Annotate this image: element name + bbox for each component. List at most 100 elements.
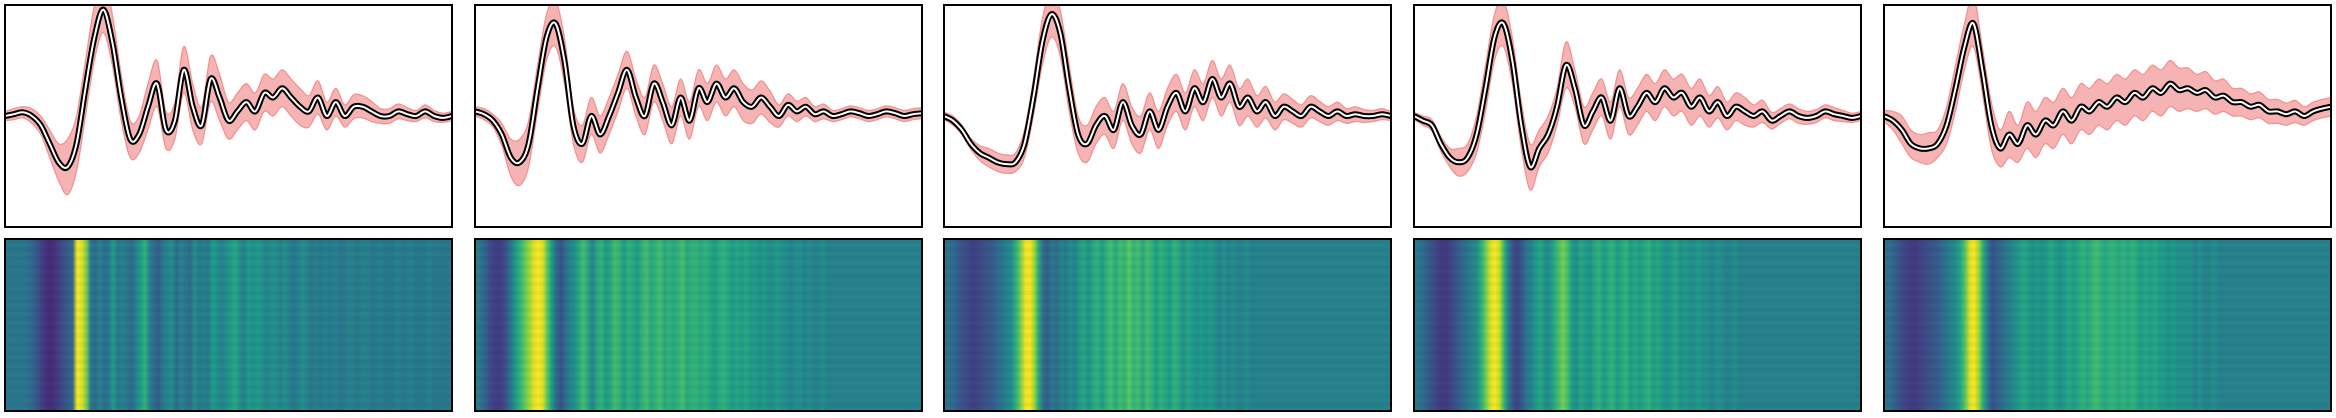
heatmap-row-shade — [1884, 256, 2331, 261]
heatmap-row-shade — [944, 273, 1391, 278]
uncertainty-band — [1414, 5, 1861, 191]
heatmap-row-shade — [1884, 239, 2331, 244]
heatmap-row-shade — [1884, 325, 2331, 330]
heatmap-row-shade — [1884, 282, 2331, 287]
heatmap-row-shade — [5, 333, 452, 338]
heatmap-row-shade — [5, 316, 452, 321]
heatmap-row-shade — [475, 290, 922, 295]
heatmap-row-shade — [944, 385, 1391, 390]
heatmap-row-shade — [5, 393, 452, 399]
panel-frame — [1883, 4, 2332, 228]
heatmap-row-shade — [1414, 307, 1861, 313]
heatmap-row-shade — [5, 299, 452, 304]
heatmap-row-shade — [1884, 273, 2331, 278]
heatmap-row-shade — [1884, 385, 2331, 390]
heatmap-row-shade — [475, 282, 922, 287]
heatmap-row-shade — [1414, 368, 1861, 373]
heatmap-row-shade — [1414, 247, 1861, 252]
heatmap-row-shade — [5, 350, 452, 356]
heatmap-row-shade — [1414, 359, 1861, 364]
heatmap-row-shade — [1414, 256, 1861, 261]
line-panel-3 — [943, 4, 1392, 228]
heatmap-row-shade — [1414, 273, 1861, 278]
line-plot-row — [4, 4, 2332, 228]
heatmap-row-shade — [475, 333, 922, 338]
mean-line — [944, 13, 1391, 166]
panel-frame — [474, 238, 923, 412]
heatmap-row-shade — [5, 325, 452, 330]
heatmap-row-shade — [1414, 316, 1861, 321]
heatmap-row-shade — [475, 393, 922, 399]
heatmap-row-shade — [1414, 402, 1861, 407]
heatmap-row-shade — [5, 282, 452, 287]
mean-line-outline — [475, 19, 922, 167]
line-panel-4 — [1413, 4, 1862, 228]
heatmap-image — [944, 239, 1391, 411]
heatmap-row-shade — [944, 402, 1391, 407]
heatmap-row-shade — [944, 307, 1391, 313]
heatmap-row-shade — [1414, 290, 1861, 295]
heatmap-row-shade — [475, 376, 922, 381]
uncertainty-band — [944, 5, 1391, 175]
heatmap-row-shade — [5, 376, 452, 381]
heatmap-row-shade — [1414, 342, 1861, 347]
heatmap-row-shade — [944, 359, 1391, 364]
heatmap-row-shade — [944, 239, 1391, 244]
heatmap-row-shade — [1884, 342, 2331, 347]
heatmap-row-shade — [944, 282, 1391, 287]
heatmap-row-shade — [5, 402, 452, 407]
uncertainty-band — [1884, 5, 2331, 168]
heatmap-row-shade — [1884, 247, 2331, 252]
heatmap-row-shade — [5, 264, 452, 270]
heatmap-row-shade — [475, 325, 922, 330]
heatmap-row-shade — [5, 307, 452, 313]
heatmap-row-shade — [1884, 307, 2331, 313]
line-panel-5 — [1883, 4, 2332, 228]
heatmap-row-shade — [944, 342, 1391, 347]
panel-frame — [1413, 238, 1862, 412]
panel-frame — [4, 238, 453, 412]
mean-line — [5, 8, 452, 170]
heatmap-panel-3 — [943, 238, 1392, 412]
mean-line — [1414, 21, 1861, 169]
heatmap-row-shade — [1884, 402, 2331, 407]
heatmap-row-shade — [1414, 333, 1861, 338]
heatmap-row-shade — [475, 264, 922, 270]
mean-line — [475, 21, 922, 165]
heatmap-row-shade — [1414, 239, 1861, 244]
heatmap-row-shade — [475, 247, 922, 252]
heatmap-image — [475, 239, 922, 411]
heatmap-row-shade — [475, 256, 922, 261]
heatmap-row-shade — [1884, 264, 2331, 270]
panel-frame — [4, 4, 453, 228]
heatmap-image — [5, 239, 452, 411]
heatmap-row-shade — [1414, 299, 1861, 304]
heatmap-row-shade — [944, 325, 1391, 330]
heatmap-row-shade — [944, 333, 1391, 338]
heatmap-row-shade — [5, 273, 452, 278]
heatmap-row-shade — [475, 316, 922, 321]
heatmap-row-shade — [475, 273, 922, 278]
heatmap-row-shade — [1884, 316, 2331, 321]
line-panel-2 — [474, 4, 923, 228]
heatmap-row-shade — [5, 290, 452, 295]
heatmap-row-shade — [1884, 290, 2331, 295]
heatmap-row-shade — [1884, 350, 2331, 356]
heatmap-row-shade — [944, 256, 1391, 261]
heatmap-row — [4, 238, 2332, 412]
heatmap-row-shade — [1884, 299, 2331, 304]
heatmap-row-shade — [1884, 333, 2331, 338]
heatmap-row-shade — [475, 385, 922, 390]
heatmap-row-shade — [475, 239, 922, 244]
heatmap-row-shade — [5, 368, 452, 373]
heatmap-row-shade — [944, 264, 1391, 270]
panel-frame — [1413, 4, 1862, 228]
heatmap-image — [1884, 239, 2331, 411]
heatmap-row-shade — [475, 299, 922, 304]
heatmap-row-shade — [475, 402, 922, 407]
heatmap-row-shade — [475, 342, 922, 347]
heatmap-image — [1414, 239, 1861, 411]
heatmap-row-shade — [1884, 368, 2331, 373]
heatmap-panel-1 — [4, 238, 453, 412]
heatmap-row-shade — [5, 385, 452, 390]
